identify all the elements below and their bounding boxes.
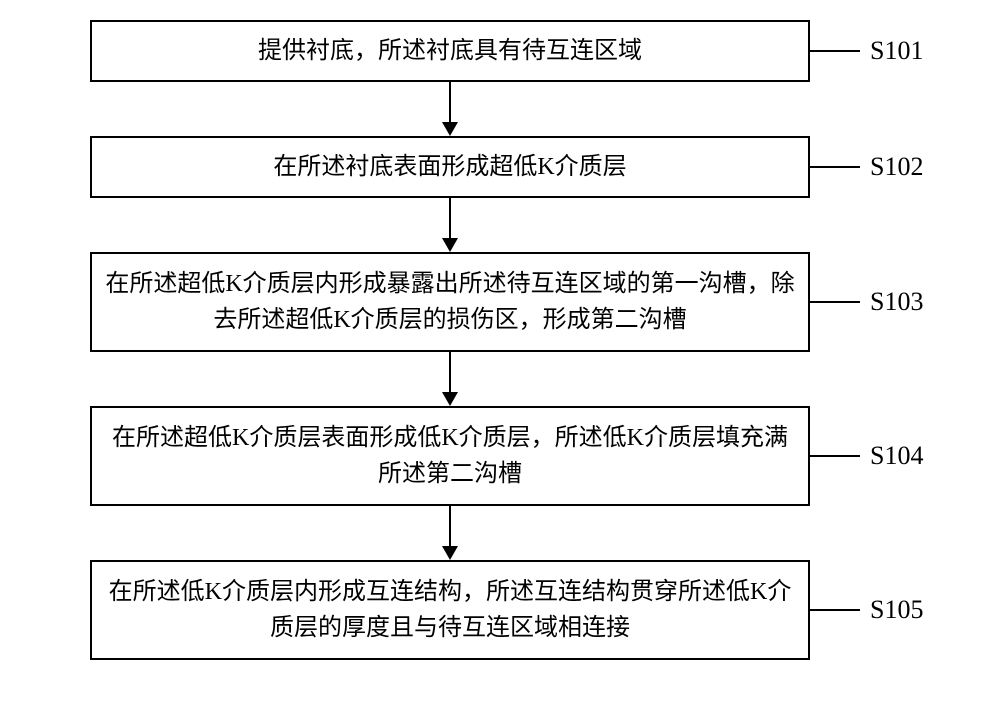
step-label-s103: S103 [870, 287, 923, 317]
flow-node-text: 在所述低K介质层内形成互连结构，所述互连结构贯穿所述低K介质层的厚度且与待互连区… [104, 574, 796, 646]
flow-node-text: 在所述超低K介质层内形成暴露出所述待互连区域的第一沟槽，除去所述超低K介质层的损… [104, 266, 796, 338]
label-tick-s102 [810, 166, 860, 168]
label-tick-s103 [810, 301, 860, 303]
connector-s104-s105 [449, 506, 451, 546]
label-tick-s104 [810, 455, 860, 457]
flowchart-canvas: 提供衬底，所述衬底具有待互连区域 S101 在所述衬底表面形成超低K介质层 S1… [0, 0, 1000, 718]
flow-node-text: 在所述衬底表面形成超低K介质层 [273, 149, 626, 185]
arrow-s103-s104 [442, 392, 458, 406]
connector-s103-s104 [449, 352, 451, 392]
step-label-s105: S105 [870, 595, 923, 625]
flow-node-s104: 在所述超低K介质层表面形成低K介质层，所述低K介质层填充满所述第二沟槽 [90, 406, 810, 506]
connector-s102-s103 [449, 198, 451, 238]
flow-node-s101: 提供衬底，所述衬底具有待互连区域 [90, 20, 810, 82]
step-label-s104: S104 [870, 441, 923, 471]
step-label-s102: S102 [870, 152, 923, 182]
flow-node-s105: 在所述低K介质层内形成互连结构，所述互连结构贯穿所述低K介质层的厚度且与待互连区… [90, 560, 810, 660]
arrow-s101-s102 [442, 122, 458, 136]
arrow-s102-s103 [442, 238, 458, 252]
arrow-s104-s105 [442, 546, 458, 560]
flow-node-s103: 在所述超低K介质层内形成暴露出所述待互连区域的第一沟槽，除去所述超低K介质层的损… [90, 252, 810, 352]
step-label-s101: S101 [870, 36, 923, 66]
flow-node-text: 在所述超低K介质层表面形成低K介质层，所述低K介质层填充满所述第二沟槽 [104, 420, 796, 492]
label-tick-s105 [810, 609, 860, 611]
flow-node-text: 提供衬底，所述衬底具有待互连区域 [258, 33, 642, 69]
connector-s101-s102 [449, 82, 451, 122]
label-tick-s101 [810, 50, 860, 52]
flow-node-s102: 在所述衬底表面形成超低K介质层 [90, 136, 810, 198]
